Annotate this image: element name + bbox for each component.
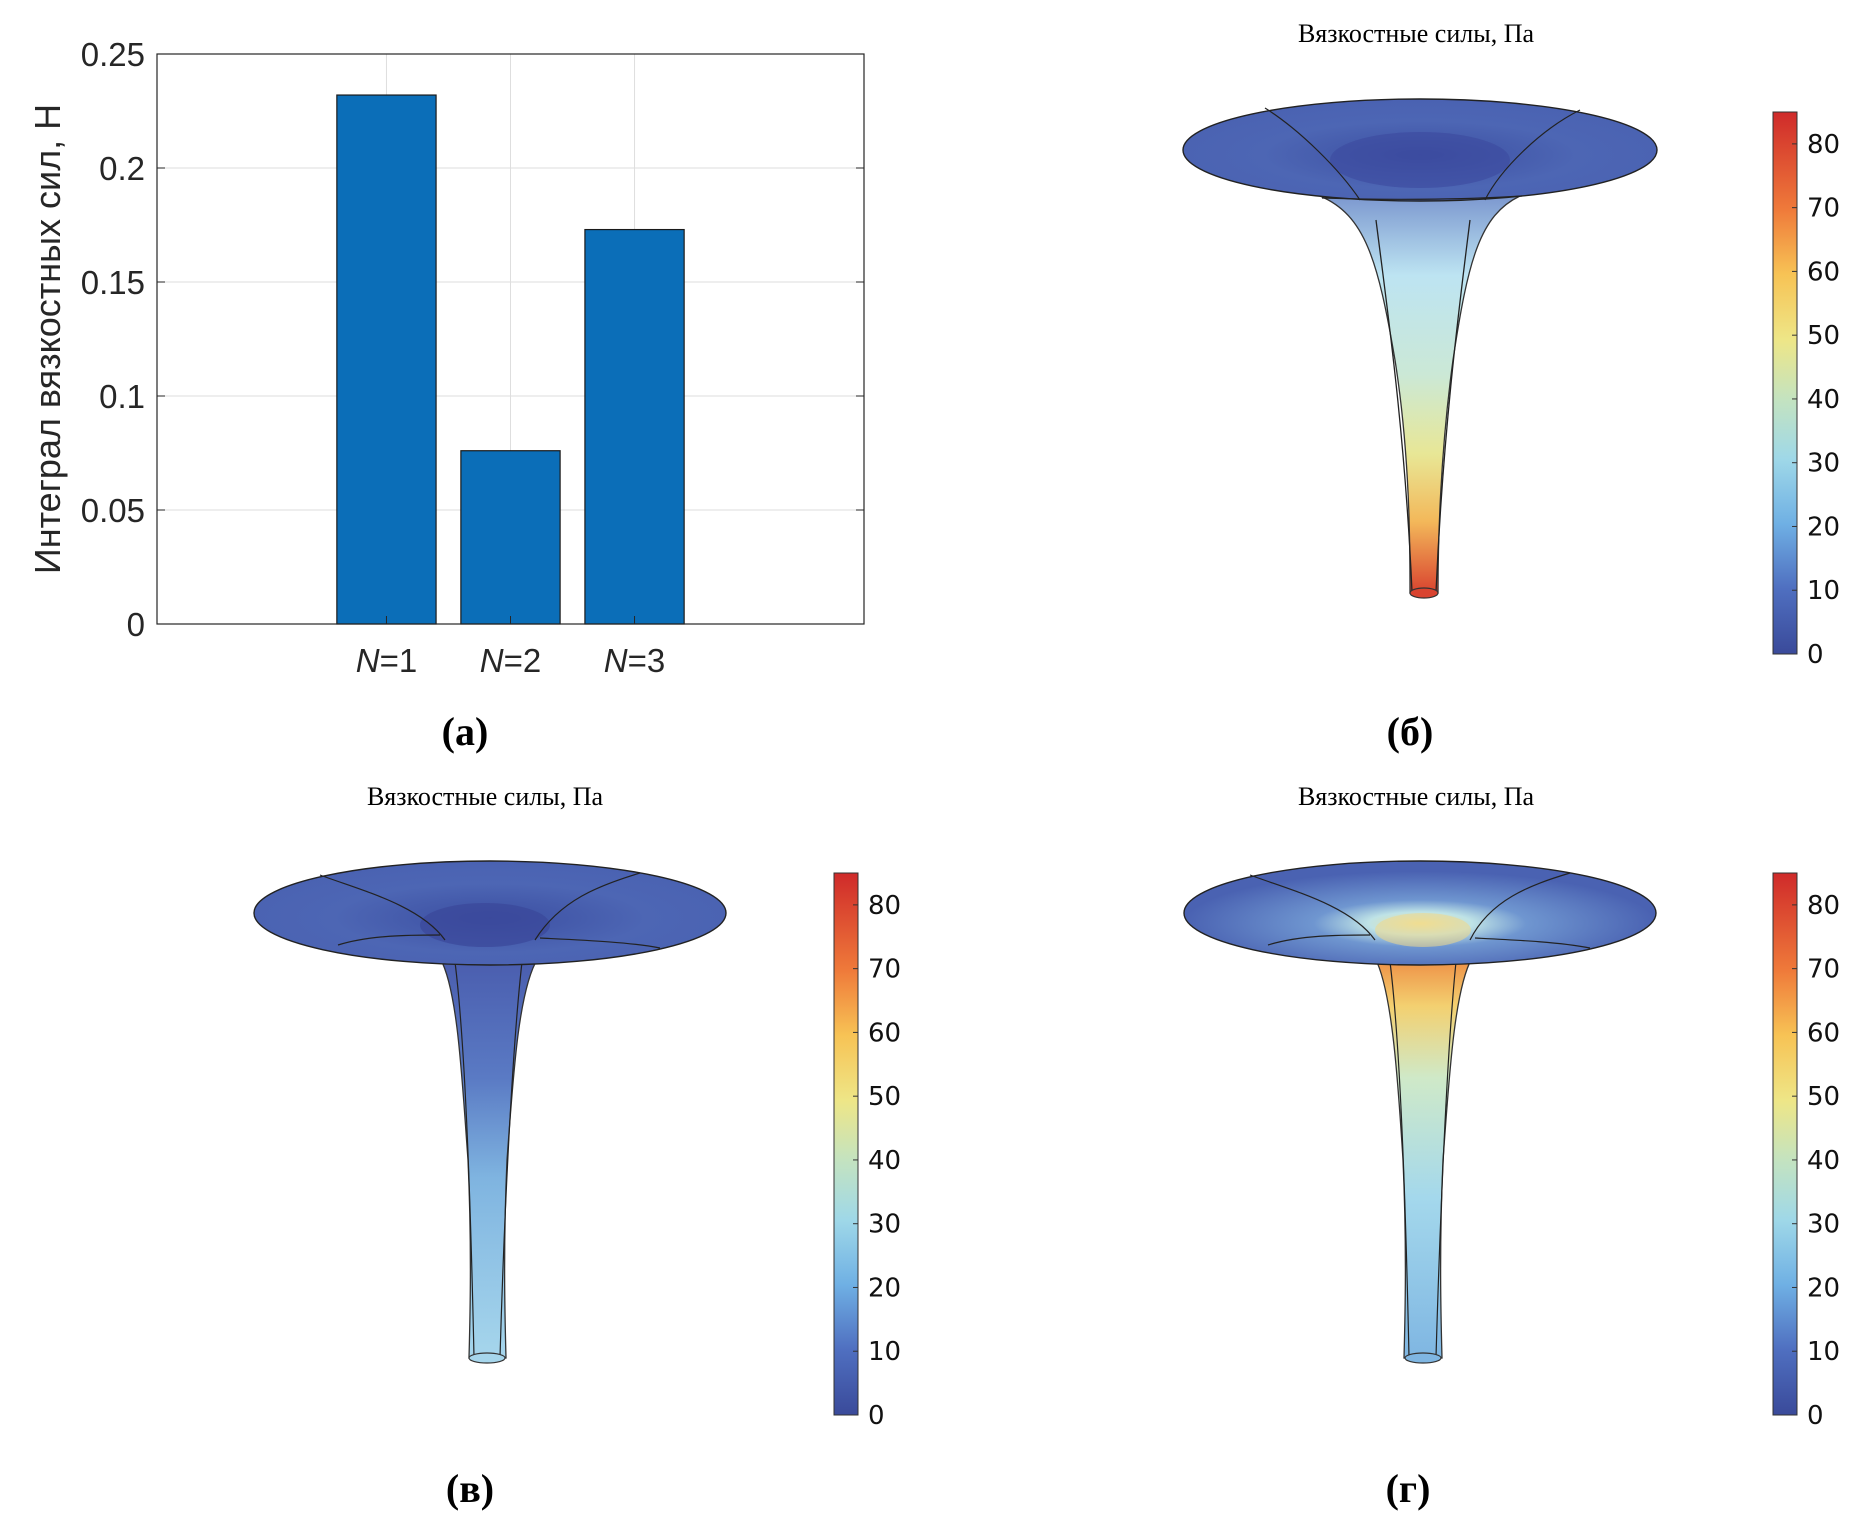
y-tick-label: 0 xyxy=(127,606,145,643)
y-ticks: 0 0.05 0.1 0.15 0.2 0.25 xyxy=(81,36,864,643)
panel-b: Вязкостные силы, Па 0 10 20 30 40 50 60 70 80 (б… xyxy=(1182,19,1840,754)
colorbar-tick-label: 60 xyxy=(1807,257,1840,287)
panel-b-title: Вязкостные силы, Па xyxy=(1298,19,1535,48)
colorbar-tick-label: 80 xyxy=(1807,130,1840,160)
y-tick-label: 0.15 xyxy=(81,264,145,301)
x-tick-label: N=3 xyxy=(604,642,665,679)
panel-v-title: Вязкостные силы, Па xyxy=(367,782,604,811)
colorbar-tick-label: 40 xyxy=(1807,385,1840,415)
panel-label-b: (б) xyxy=(1387,709,1434,754)
bars xyxy=(336,94,685,625)
colorbar-ticks: 0 10 20 30 40 50 60 70 80 xyxy=(1792,891,1840,1431)
colorbar-ticks: 0 10 20 30 40 50 60 70 80 xyxy=(1792,130,1840,670)
panel-label-g: (г) xyxy=(1386,1466,1431,1511)
colorbar-tick-label: 10 xyxy=(1807,576,1840,606)
colorbar-g: 0 10 20 30 40 50 60 70 80 xyxy=(1772,872,1840,1431)
colorbar-tick-label: 20 xyxy=(1807,512,1840,542)
colorbar-v: 0 10 20 30 40 50 60 70 80 xyxy=(833,872,901,1431)
x-ticks: N=1 N=2 N=3 xyxy=(356,616,665,679)
funnel-surface-b xyxy=(1182,98,1658,599)
panel-label-a: (а) xyxy=(442,709,489,754)
colorbar-tick-label: 30 xyxy=(868,1210,901,1240)
colorbar-tick-label: 40 xyxy=(1807,1146,1840,1176)
colorbar-tick-label: 20 xyxy=(868,1273,901,1303)
colorbar-tick-label: 70 xyxy=(1807,955,1840,985)
colorbar-tick-label: 40 xyxy=(868,1146,901,1176)
colorbar-tick-label: 10 xyxy=(1807,1337,1840,1367)
panel-v: Вязкостные силы, Па 0 10 20 30 40 50 60 70 80 (в… xyxy=(253,782,901,1511)
bar-chart: 0 0.05 0.1 0.15 0.2 0.25 N=1 N=2 N=3 Интеграл в… xyxy=(27,36,865,679)
colorbar-tick-label: 0 xyxy=(1807,1401,1824,1431)
colorbar-tick-label: 60 xyxy=(868,1018,901,1048)
bar-n1 xyxy=(336,94,437,625)
colorbar-tick-label: 30 xyxy=(1807,1210,1840,1240)
y-tick-label: 0.05 xyxy=(81,492,145,529)
colorbar-tick-label: 10 xyxy=(868,1337,901,1367)
x-tick-label: N=1 xyxy=(356,642,417,679)
x-tick-label: N=2 xyxy=(480,642,541,679)
panel-label-v: (в) xyxy=(446,1466,494,1511)
colorbar-tick-label: 50 xyxy=(868,1082,901,1112)
colorbar-tick-label: 70 xyxy=(1807,194,1840,224)
colorbar-tick-label: 20 xyxy=(1807,1273,1840,1303)
bar-n3 xyxy=(584,228,685,625)
y-tick-label: 0.2 xyxy=(99,150,145,187)
funnel-surface-g xyxy=(1183,860,1657,1364)
colorbar-tick-label: 50 xyxy=(1807,1082,1840,1112)
colorbar-b: 0 10 20 30 40 50 60 70 80 xyxy=(1772,111,1840,670)
colorbar-tick-label: 30 xyxy=(1807,449,1840,479)
y-axis-label: Интеграл вязкостных сил, Н xyxy=(27,104,68,574)
colorbar-tick-label: 80 xyxy=(868,891,901,921)
colorbar-tick-label: 0 xyxy=(1807,640,1824,670)
panel-g-title: Вязкостные силы, Па xyxy=(1298,782,1535,811)
funnel-surface-v xyxy=(253,860,727,1364)
colorbar-tick-label: 80 xyxy=(1807,891,1840,921)
colorbar-tick-label: 60 xyxy=(1807,1018,1840,1048)
panel-g: Вязкостные силы, Па 0 10 20 30 40 50 60 70 80 (г… xyxy=(1183,782,1840,1511)
y-tick-label: 0.25 xyxy=(81,36,145,73)
y-tick-label: 0.1 xyxy=(99,378,145,415)
colorbar-tick-label: 50 xyxy=(1807,321,1840,351)
colorbar-ticks: 0 10 20 30 40 50 60 70 80 xyxy=(853,891,901,1431)
bar-n2 xyxy=(460,450,561,625)
colorbar-tick-label: 70 xyxy=(868,955,901,985)
colorbar-tick-label: 0 xyxy=(868,1401,885,1431)
